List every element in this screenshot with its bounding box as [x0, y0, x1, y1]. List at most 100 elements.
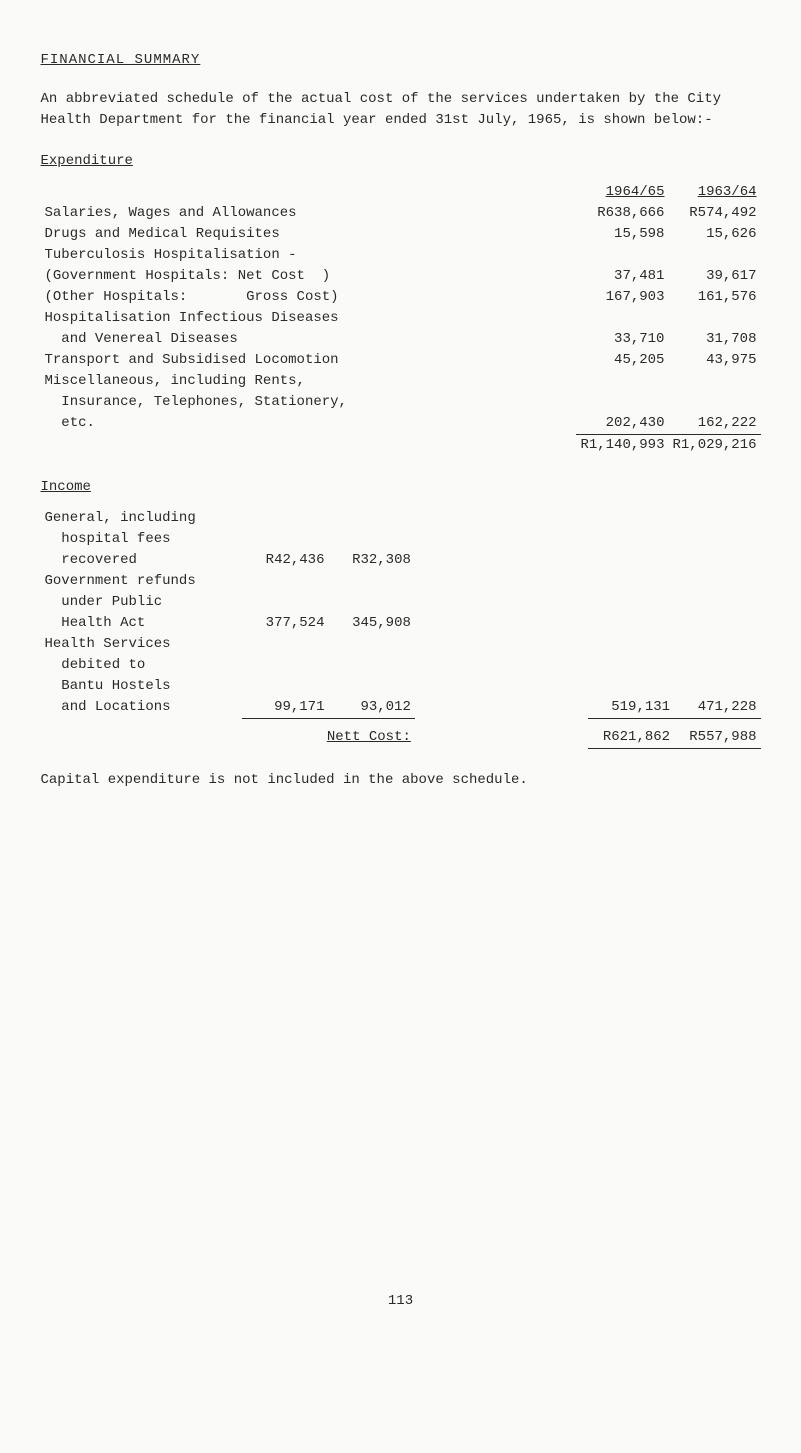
nett-y2: R557,988 — [674, 727, 760, 749]
exp-y2: R574,492 — [668, 203, 760, 224]
exp-label: Tuberculosis Hospitalisation - — [41, 245, 412, 266]
nett-y1: R621,862 — [588, 727, 674, 749]
exp-y2: 43,975 — [668, 350, 760, 371]
exp-y1 — [576, 245, 668, 266]
exp-y2 — [668, 308, 760, 329]
income-heading: Income — [41, 477, 761, 498]
exp-y2: 15,626 — [668, 224, 760, 245]
inc-label: Health Services — [41, 634, 243, 655]
inc-s1 — [242, 655, 328, 676]
nett-row: Nett Cost: R621,862 R557,988 — [41, 727, 761, 749]
inc-row: hospital fees — [41, 529, 761, 550]
inc-s2 — [328, 592, 414, 613]
inc-y1 — [588, 508, 674, 529]
exp-y2 — [668, 392, 760, 413]
page: FINANCIAL SUMMARY An abbreviated schedul… — [41, 50, 761, 1312]
inc-y2: 471,228 — [674, 697, 760, 719]
inc-s2: 93,012 — [328, 697, 414, 719]
inc-s2 — [328, 634, 414, 655]
footer-note: Capital expenditure is not included in t… — [41, 770, 761, 791]
exp-label: (Other Hospitals: Gross Cost) — [41, 287, 412, 308]
exp-y2: 31,708 — [668, 329, 760, 350]
exp-row: Salaries, Wages and Allowances R638,666R5… — [41, 203, 761, 224]
exp-total-y2: R1,029,216 — [668, 435, 760, 456]
page-number: 113 — [41, 1291, 761, 1312]
exp-y1 — [576, 392, 668, 413]
exp-row: and Venereal Diseases 33,71031,708 — [41, 329, 761, 350]
inc-row: Bantu Hostels — [41, 676, 761, 697]
inc-s1 — [242, 508, 328, 529]
income-table: General, including hospital fees recover… — [41, 508, 761, 749]
nett-label: Nett Cost: — [242, 727, 415, 749]
exp-label: (Government Hospitals: Net Cost ) — [41, 266, 412, 287]
expenditure-heading: Expenditure — [41, 151, 761, 172]
inc-row: Government refunds — [41, 571, 761, 592]
exp-row: Transport and Subsidised Locomotion 45,20… — [41, 350, 761, 371]
intro-paragraph: An abbreviated schedule of the actual co… — [41, 89, 761, 131]
inc-row: Health Act377,524345,908 — [41, 613, 761, 634]
exp-y2 — [668, 371, 760, 392]
exp-row: (Government Hospitals: Net Cost ) 37,4813… — [41, 266, 761, 287]
inc-s2: 345,908 — [328, 613, 414, 634]
exp-label: Miscellaneous, including Rents, — [41, 371, 412, 392]
exp-label: Transport and Subsidised Locomotion — [41, 350, 412, 371]
inc-s2 — [328, 571, 414, 592]
exp-y1 — [576, 308, 668, 329]
document-title: FINANCIAL SUMMARY — [41, 50, 761, 71]
exp-label: Insurance, Telephones, Stationery, — [41, 392, 412, 413]
exp-row: (Other Hospitals: Gross Cost)167,903161,… — [41, 287, 761, 308]
inc-label: General, including — [41, 508, 243, 529]
inc-row: under Public — [41, 592, 761, 613]
exp-label: Salaries, Wages and Allowances — [41, 203, 412, 224]
exp-y1: 33,710 — [576, 329, 668, 350]
exp-total-y1: R1,140,993 — [576, 435, 668, 456]
inc-s2 — [328, 655, 414, 676]
exp-y1: 167,903 — [576, 287, 668, 308]
exp-y1: 37,481 — [576, 266, 668, 287]
exp-row: Tuberculosis Hospitalisation - — [41, 245, 761, 266]
year-1963-64: 1963/64 — [668, 182, 760, 203]
inc-s1 — [242, 592, 328, 613]
inc-s1: 377,524 — [242, 613, 328, 634]
exp-y2 — [668, 245, 760, 266]
exp-y1: 15,598 — [576, 224, 668, 245]
inc-s1 — [242, 634, 328, 655]
exp-y1: 202,430 — [576, 413, 668, 435]
exp-row: Hospitalisation Infectious Diseases — [41, 308, 761, 329]
exp-label: Drugs and Medical Requisites — [41, 224, 412, 245]
inc-label: hospital fees — [41, 529, 243, 550]
inc-s2 — [328, 676, 414, 697]
inc-row: General, including — [41, 508, 761, 529]
inc-label: Government refunds — [41, 571, 243, 592]
inc-s1 — [242, 676, 328, 697]
nett-rule — [41, 749, 761, 750]
inc-y1: 519,131 — [588, 697, 674, 719]
inc-label: recovered — [41, 550, 243, 571]
inc-row: and Locations99,17193,012 519,131471,228 — [41, 697, 761, 719]
exp-row: etc. 202,430162,222 — [41, 413, 761, 435]
exp-total-row: R1,140,993R1,029,216 — [41, 435, 761, 456]
inc-s1 — [242, 529, 328, 550]
inc-label: under Public — [41, 592, 243, 613]
exp-y2: 162,222 — [668, 413, 760, 435]
expenditure-table: 1964/65 1963/64 Salaries, Wages and Allo… — [41, 182, 761, 456]
inc-s1: R42,436 — [242, 550, 328, 571]
inc-label: and Locations — [41, 697, 243, 719]
inc-label: debited to — [41, 655, 243, 676]
exp-y1: 45,205 — [576, 350, 668, 371]
exp-label: and Venereal Diseases — [41, 329, 412, 350]
exp-label: Hospitalisation Infectious Diseases — [41, 308, 412, 329]
year-1964-65: 1964/65 — [576, 182, 668, 203]
inc-row: debited to — [41, 655, 761, 676]
inc-s1 — [242, 571, 328, 592]
exp-y2: 39,617 — [668, 266, 760, 287]
exp-row: Insurance, Telephones, Stationery, — [41, 392, 761, 413]
inc-label: Health Act — [41, 613, 243, 634]
inc-row: Health Services — [41, 634, 761, 655]
inc-s2: R32,308 — [328, 550, 414, 571]
inc-s1: 99,171 — [242, 697, 328, 719]
exp-y1: R638,666 — [576, 203, 668, 224]
exp-label: etc. — [41, 413, 412, 435]
inc-y2 — [674, 508, 760, 529]
inc-row: recoveredR42,436R32,308 — [41, 550, 761, 571]
